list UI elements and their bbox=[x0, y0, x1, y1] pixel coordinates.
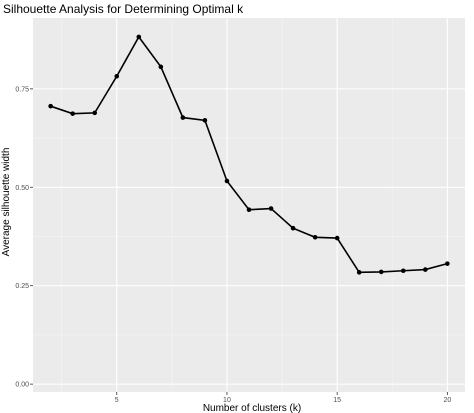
plot-panel bbox=[33, 18, 465, 392]
data-point bbox=[70, 111, 75, 116]
data-point bbox=[290, 225, 296, 231]
data-point bbox=[158, 64, 164, 70]
major-gridlines bbox=[33, 18, 465, 392]
x-axis-label: Number of clusters (k) bbox=[203, 403, 301, 413]
y-tick-label: 0.50 bbox=[15, 185, 29, 192]
data-point bbox=[246, 207, 252, 213]
series-points bbox=[48, 34, 450, 275]
x-tick-label: 20 bbox=[443, 397, 451, 404]
y-tick-label: 0.00 bbox=[15, 382, 29, 389]
data-point bbox=[114, 73, 120, 79]
data-point bbox=[356, 270, 362, 275]
data-point bbox=[92, 110, 98, 116]
data-point bbox=[400, 268, 406, 274]
chart-title: Silhouette Analysis for Determining Opti… bbox=[3, 2, 244, 16]
x-tick-label: 10 bbox=[223, 397, 231, 404]
x-axis-ticks: 5 10 15 20 bbox=[115, 392, 451, 404]
data-point bbox=[180, 115, 186, 120]
y-tick-label: 0.25 bbox=[15, 283, 29, 290]
y-tick-label: 0.75 bbox=[15, 86, 29, 93]
minor-gridlines bbox=[33, 18, 465, 392]
y-axis-ticks: 0.00 0.25 0.50 0.75 bbox=[15, 86, 33, 389]
y-axis-label: Average silhouette width bbox=[1, 148, 12, 257]
data-point bbox=[334, 235, 340, 241]
data-point bbox=[312, 234, 318, 240]
data-point bbox=[202, 118, 208, 123]
data-point bbox=[445, 261, 450, 266]
data-point bbox=[423, 267, 428, 272]
data-point bbox=[268, 206, 274, 211]
x-tick-label: 5 bbox=[115, 397, 119, 404]
data-point bbox=[48, 103, 53, 109]
data-point bbox=[224, 178, 230, 184]
data-point bbox=[378, 269, 384, 275]
x-tick-label: 15 bbox=[333, 397, 341, 404]
data-point bbox=[136, 34, 142, 40]
